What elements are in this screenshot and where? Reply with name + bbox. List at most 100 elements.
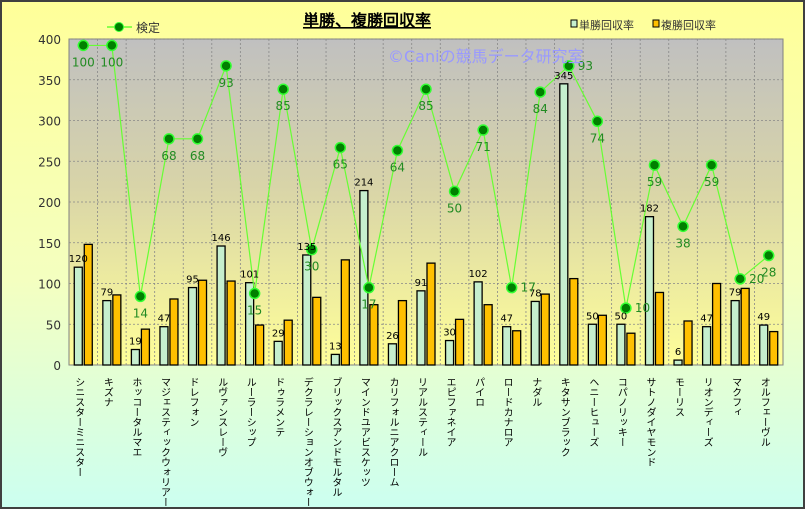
place-bar	[254, 324, 265, 366]
test-value-label: 20	[749, 272, 764, 286]
x-tick-label: マインドユアビスケッツ	[358, 377, 370, 487]
test-value-label: 85	[418, 99, 433, 113]
place-bar	[512, 330, 522, 366]
x-tick-label: モーリス	[673, 377, 684, 417]
win-value-label: 95	[186, 275, 199, 286]
x-tick-label: エピファネイア	[444, 377, 456, 447]
test-value-label: 14	[133, 306, 148, 320]
x-tick-label: シニスターミニスター	[73, 377, 85, 477]
place-bar	[454, 318, 465, 366]
win-value-label: 47	[158, 314, 171, 325]
test-value-label: 59	[647, 175, 662, 189]
x-tick-label: リオンディーズ	[701, 377, 713, 447]
test-value-label: 100	[72, 55, 95, 69]
test-value-label: 15	[247, 303, 262, 317]
test-marker	[620, 302, 632, 314]
test-marker	[77, 39, 90, 52]
y-tick-label: 250	[38, 155, 61, 169]
legend-place-label: 複勝回収率	[661, 18, 716, 32]
win-bar	[387, 343, 398, 366]
place-bar	[340, 259, 350, 366]
test-marker	[591, 115, 604, 128]
win-bar	[444, 339, 455, 366]
win-bar	[673, 359, 683, 366]
test-marker	[762, 249, 775, 262]
legend-win-swatch	[570, 19, 578, 28]
win-value-label: 78	[529, 288, 542, 299]
test-marker	[220, 60, 232, 72]
win-bar	[130, 348, 141, 366]
test-value-label: 50	[447, 201, 462, 215]
y-tick-label: 100	[38, 278, 61, 292]
win-bar	[759, 324, 769, 366]
test-value-label: 74	[590, 131, 605, 145]
win-value-label: 30	[443, 328, 456, 339]
place-bar	[540, 293, 550, 366]
win-bar	[416, 290, 426, 366]
win-bar	[216, 245, 226, 366]
win-value-label: 26	[386, 331, 399, 342]
y-tick-label: 300	[38, 115, 61, 129]
test-marker	[306, 243, 318, 256]
x-tick-label: サトノダイヤモンド	[644, 377, 656, 467]
place-bar	[283, 319, 293, 366]
win-bar	[730, 299, 740, 366]
y-tick-label: 50	[46, 318, 61, 332]
test-value-label: 17	[521, 281, 536, 295]
win-value-label: 29	[272, 328, 285, 339]
test-marker	[248, 287, 261, 300]
x-tick-label: キタサンブラック	[558, 377, 570, 457]
place-bar	[226, 280, 236, 366]
test-value-label: 85	[276, 99, 291, 113]
test-marker	[677, 220, 689, 233]
x-tick-label: マジェスティックウォリアー	[158, 377, 169, 507]
win-value-label: 345	[554, 71, 573, 82]
win-value-label: 19	[129, 337, 142, 348]
place-bar	[369, 304, 379, 366]
y-tick-label: 400	[38, 33, 61, 47]
test-marker	[648, 159, 661, 171]
legend-line-label: 検定	[136, 20, 160, 35]
test-marker	[334, 141, 347, 154]
test-marker	[391, 144, 404, 157]
win-bar	[73, 266, 83, 366]
win-value-label: 47	[700, 314, 713, 325]
x-tick-label: ルヴァンスレーヴ	[216, 377, 228, 457]
place-bar	[483, 304, 493, 366]
test-value-label: 93	[578, 59, 593, 73]
win-value-label: 120	[69, 254, 88, 265]
win-bar	[330, 353, 340, 366]
win-bar	[701, 326, 712, 366]
watermark: ©Caniの競馬データ研究室	[388, 47, 584, 66]
win-bar	[244, 282, 255, 366]
place-bar	[197, 279, 208, 366]
win-bar	[302, 254, 312, 366]
test-value-label: 93	[218, 76, 233, 90]
test-value-label: 71	[475, 140, 490, 154]
place-bar	[626, 332, 636, 366]
win-bar	[273, 340, 283, 366]
x-tick-label: ヘニーヒューズ	[587, 377, 599, 447]
win-value-label: 182	[640, 204, 659, 215]
test-marker	[734, 273, 746, 285]
x-tick-label: ナダル	[530, 377, 542, 407]
test-value-label: 68	[161, 149, 176, 163]
x-tick-label: ドゥラメンテ	[273, 377, 284, 437]
win-value-label: 101	[240, 270, 259, 281]
win-bar	[587, 323, 598, 366]
win-bar	[359, 189, 369, 366]
win-value-label: 91	[415, 278, 428, 289]
place-bar	[426, 262, 436, 366]
test-marker	[191, 133, 204, 145]
win-bar	[644, 216, 655, 366]
x-tick-label: コパノリッキー	[615, 377, 627, 447]
place-bar	[83, 243, 93, 366]
test-value-label: 38	[675, 236, 690, 250]
test-marker	[163, 133, 175, 145]
win-value-label: 13	[329, 341, 342, 352]
win-value-label: 6	[675, 347, 681, 358]
win-bar	[559, 83, 569, 366]
x-tick-label: カリフォルニアクローム	[387, 377, 399, 487]
